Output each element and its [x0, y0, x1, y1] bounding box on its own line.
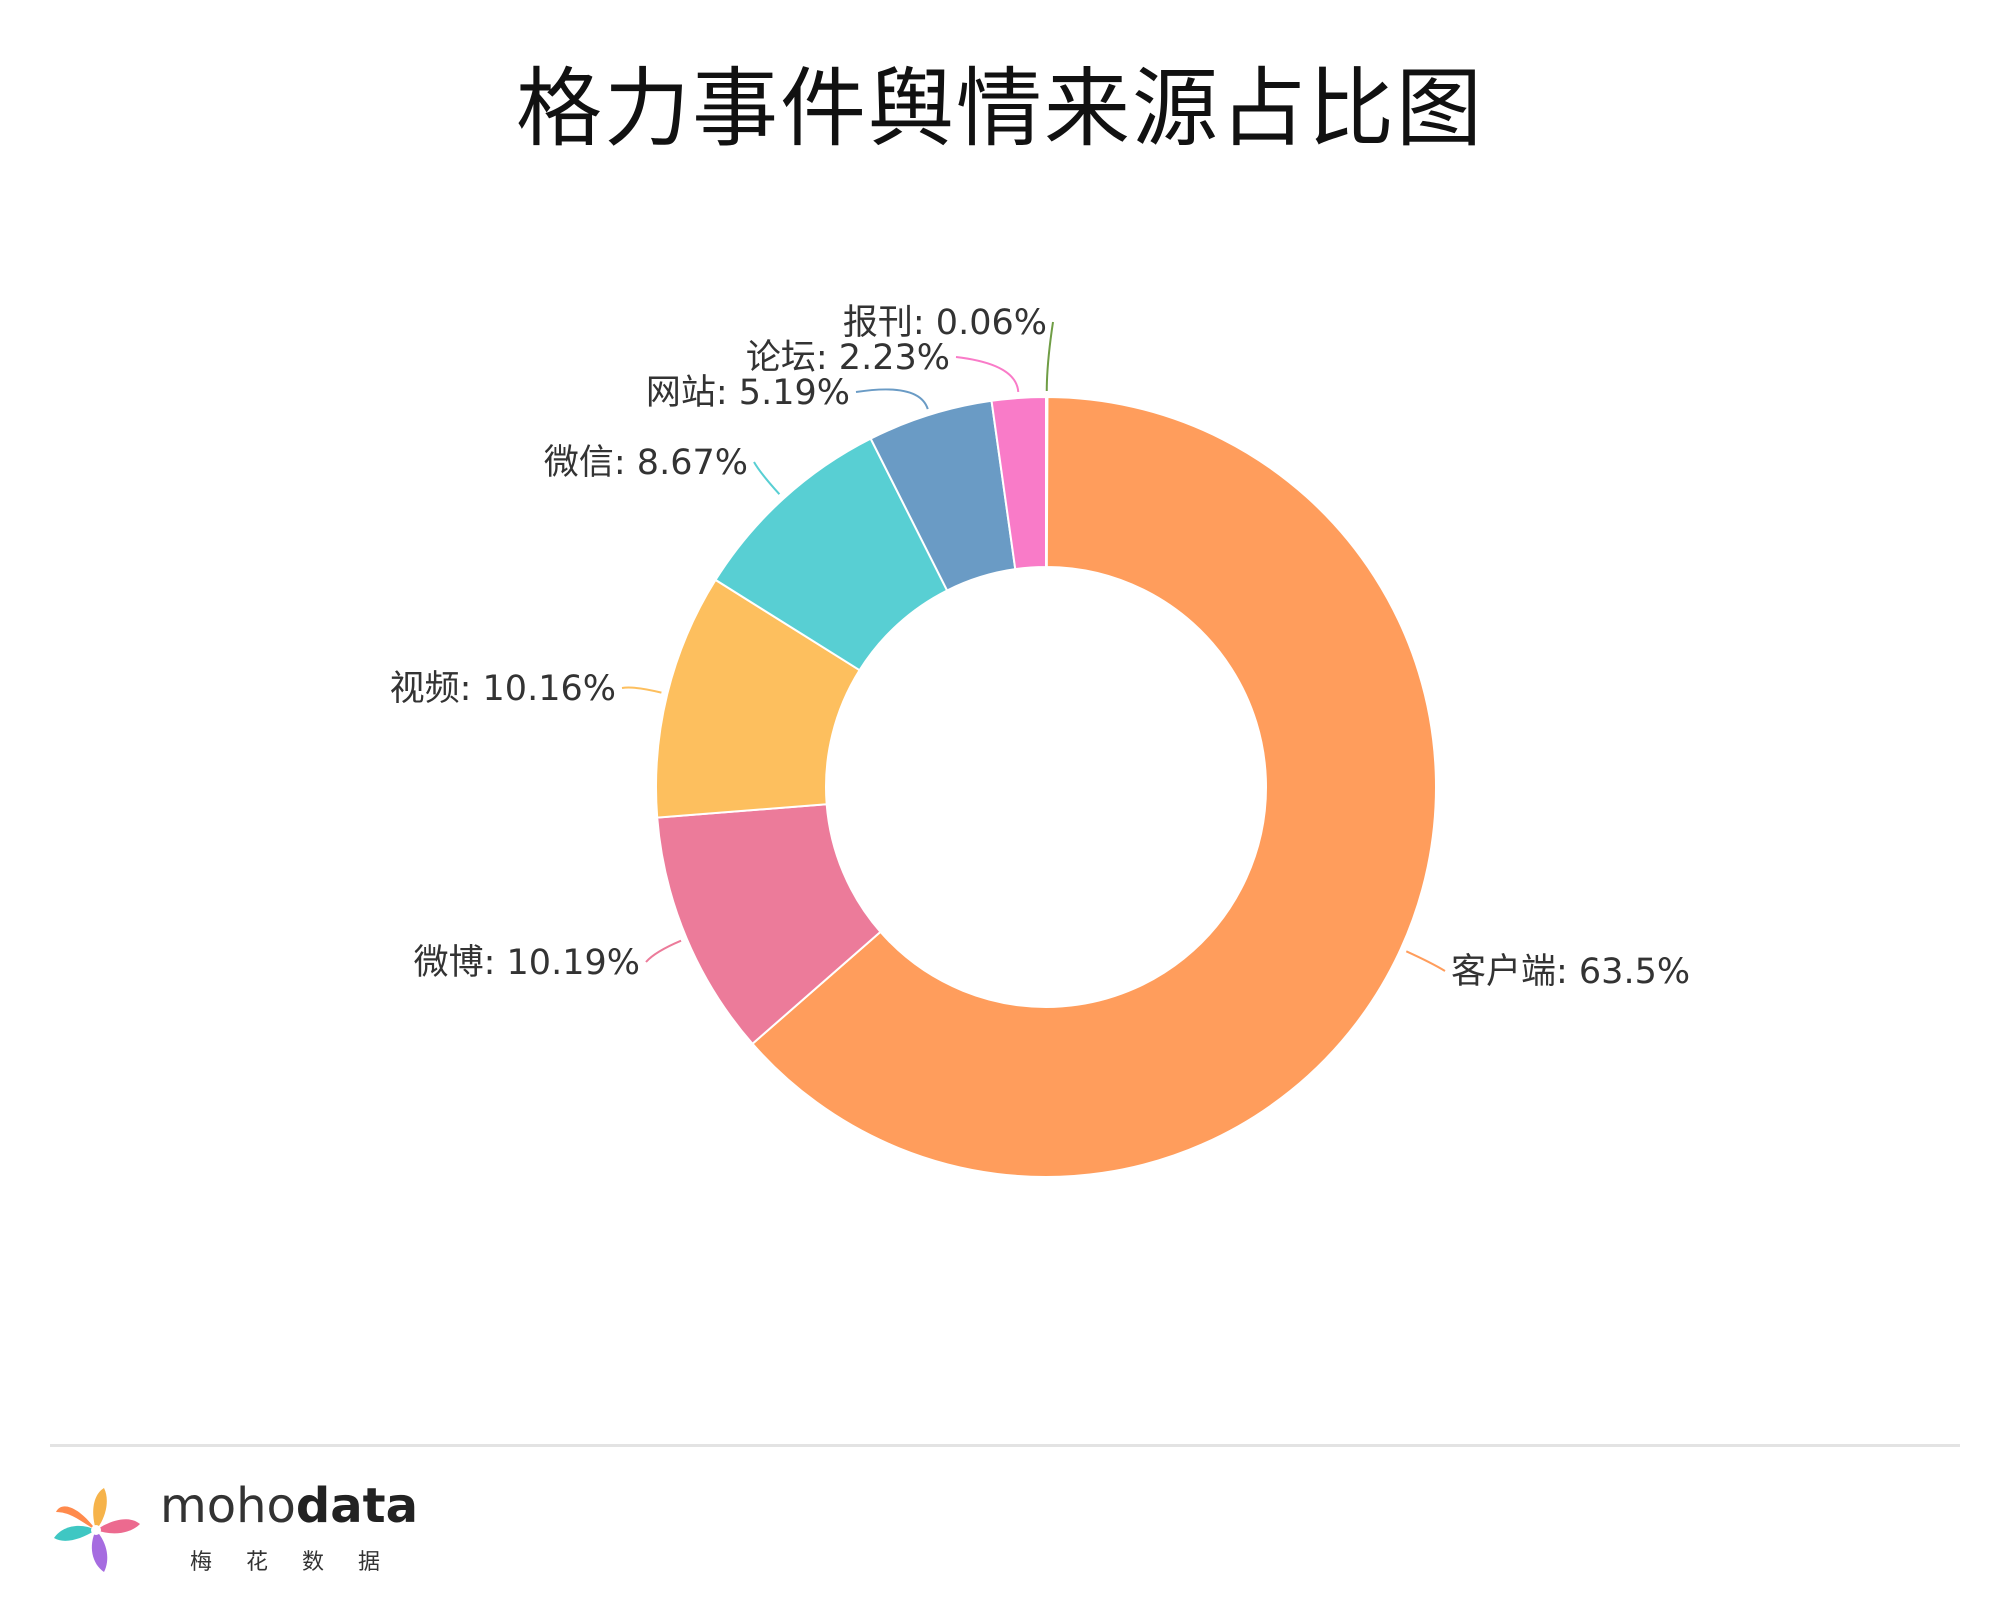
- slice-客户端: [751, 395, 1437, 1178]
- labels-layer: 报刊: 0.06% 客户端: 63.5% 微博: 10.19% 视频: 10.16% 微…: [390, 303, 1690, 992]
- leader-line-报刊: [1045, 321, 1054, 392]
- slices-layer: [655, 395, 1437, 1178]
- pinwheel-logo-icon: [54, 1488, 140, 1572]
- brand-block: mohodata 梅花数据: [50, 1478, 430, 1588]
- chart-title: 格力事件舆情来源占比图: [516, 59, 1484, 159]
- leader-lines-layer: [621, 321, 1446, 972]
- slice-label-视频: 视频: 10.16%: [390, 669, 616, 709]
- slice-论坛: [990, 395, 1047, 571]
- slice-label-客户端: 客户端: 63.5%: [1451, 952, 1690, 992]
- footer-divider: [50, 1444, 1960, 1447]
- leader-line-客户端: [1405, 950, 1446, 972]
- slice-label-报刊: 报刊: 0.06%: [843, 303, 1047, 343]
- slice-label-论坛: 论坛: 2.23%: [746, 338, 950, 378]
- leader-line-微博: [645, 939, 682, 963]
- brand-name-bold: data: [295, 1478, 419, 1534]
- leader-line-网站: [855, 388, 929, 410]
- leader-line-微信: [753, 461, 781, 495]
- slice-label-网站: 网站: 5.19%: [646, 373, 850, 413]
- brand-name: mohodata: [160, 1478, 418, 1534]
- brand-name-light: moho: [160, 1478, 296, 1534]
- slice-label-微信: 微信: 8.67%: [544, 443, 748, 483]
- leader-line-论坛: [955, 356, 1020, 393]
- slice-label-微博: 微博: 10.19%: [414, 943, 640, 983]
- leader-line-视频: [621, 686, 662, 694]
- brand-subtitle: 梅花数据: [190, 1550, 415, 1575]
